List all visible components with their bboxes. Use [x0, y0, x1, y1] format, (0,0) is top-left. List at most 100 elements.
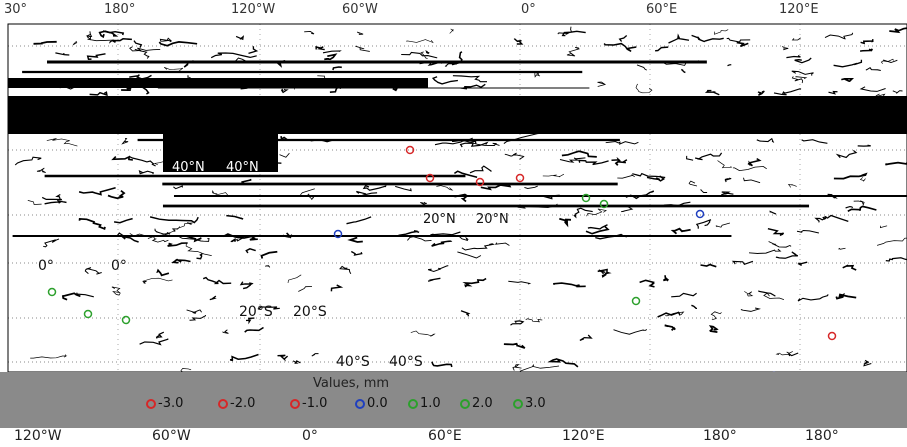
coastline-segment: [614, 159, 621, 166]
coastline-segment: [27, 200, 42, 205]
coastline-segment: [671, 292, 697, 298]
legend-item: -3.0: [146, 396, 183, 411]
lat-label-20s: 20°S: [293, 304, 327, 320]
coastline-segment: [159, 37, 172, 43]
coastline-segment: [245, 248, 256, 254]
coastline-segment: [332, 66, 342, 71]
coastline-segment: [876, 237, 907, 246]
bottom-axis-label: 180°: [805, 428, 839, 444]
coastline-segment: [257, 306, 280, 310]
coastline-segment: [185, 235, 202, 243]
coastline-segment: [603, 42, 637, 52]
coastline-segment: [636, 64, 647, 71]
coastline-segment: [406, 39, 434, 44]
coastline-segment: [744, 291, 754, 297]
coastline-segment: [686, 155, 694, 161]
coastline-segment: [726, 37, 751, 43]
top-axis-label: 120°E: [779, 2, 819, 17]
coastline-segment: [768, 241, 792, 248]
coastline-segment: [668, 33, 690, 44]
coastline-segment: [72, 40, 78, 46]
coastline-segment: [838, 247, 846, 250]
coastline-segment: [347, 236, 363, 243]
coastline-segment: [431, 361, 453, 368]
coastline-segment: [736, 41, 749, 48]
coastline-segment: [121, 138, 129, 145]
coastline-segment: [171, 258, 191, 264]
coastline-segment: [311, 353, 319, 357]
coastline-segment: [410, 330, 436, 337]
coastline-segment: [586, 208, 607, 217]
coastline-segment: [680, 68, 686, 74]
coastline-segment: [141, 86, 150, 95]
coastline-segment: [431, 240, 453, 247]
coastline-segment: [55, 52, 70, 56]
coastline-segment: [756, 137, 775, 143]
coastline-segment: [355, 45, 370, 52]
coastline-segment: [461, 243, 495, 251]
coastline-segment: [449, 28, 454, 34]
station-marker: [515, 173, 525, 183]
coastline-segment: [239, 281, 254, 290]
coastline-segment: [111, 38, 132, 43]
coastline-segment: [740, 307, 761, 312]
coastline-segment: [557, 26, 572, 35]
coastline-segment: [880, 225, 888, 229]
station-marker: [121, 315, 131, 325]
coastline-segment: [859, 177, 866, 182]
coastline-segment: [129, 46, 161, 52]
coastline-segment: [356, 190, 378, 196]
coastline-segment: [436, 185, 454, 191]
coastline-segment: [248, 46, 259, 55]
coastline-segment: [534, 70, 541, 78]
coastline-segment: [661, 61, 687, 66]
coastline-segment: [842, 264, 857, 271]
coastline-segment: [710, 311, 722, 321]
coastline-segment: [158, 41, 198, 47]
coastline-segment: [791, 37, 801, 41]
lat-label-40n: 40°N: [172, 160, 205, 175]
top-axis-label: 0°: [521, 2, 536, 17]
coastline-segment: [547, 357, 579, 368]
coastline-segment: [155, 226, 181, 235]
coastline-segment: [731, 260, 754, 265]
coastline-segment: [791, 70, 814, 76]
coastline-segment: [245, 317, 255, 325]
coastline-segment: [241, 178, 252, 183]
coastline-segment: [61, 292, 81, 301]
coastline-segment: [111, 286, 121, 296]
coastline-segment: [717, 160, 732, 169]
coastline-segment: [180, 368, 192, 373]
coastline-segment: [480, 183, 512, 191]
lat-label-20n: 20°N: [423, 212, 456, 227]
coastline-segment: [639, 279, 655, 288]
coastline-segment: [304, 31, 315, 35]
top-axis-label: 120°W: [231, 2, 276, 17]
top-axis-label: 180°: [104, 2, 136, 17]
coastline-segment: [566, 46, 581, 57]
coastline-segment: [431, 76, 458, 85]
lat-label-eq: 0°: [38, 258, 54, 274]
coastline-segment: [880, 58, 894, 64]
coastline-segment: [173, 185, 183, 190]
coastline-segment: [30, 354, 68, 359]
coastline-segment: [721, 191, 734, 196]
coastline-segment: [704, 89, 720, 96]
artifact-band: [8, 96, 907, 134]
coastline-segment: [763, 292, 785, 300]
coastline-segment: [773, 88, 802, 96]
coastline-segment: [794, 57, 812, 64]
station-marker: [827, 331, 837, 341]
coastline-segment: [646, 175, 666, 182]
coastline-segment: [226, 214, 244, 220]
coastline-segment: [635, 83, 653, 94]
circle-marker-icon: [513, 399, 523, 409]
coastline-segment: [655, 46, 669, 52]
coastline-segment: [111, 155, 134, 161]
artifact-band: [163, 134, 278, 172]
coastline-segment: [139, 338, 169, 346]
coastline-segment: [561, 30, 586, 37]
coastline-segment: [460, 310, 471, 317]
coastline-segment: [98, 30, 119, 39]
